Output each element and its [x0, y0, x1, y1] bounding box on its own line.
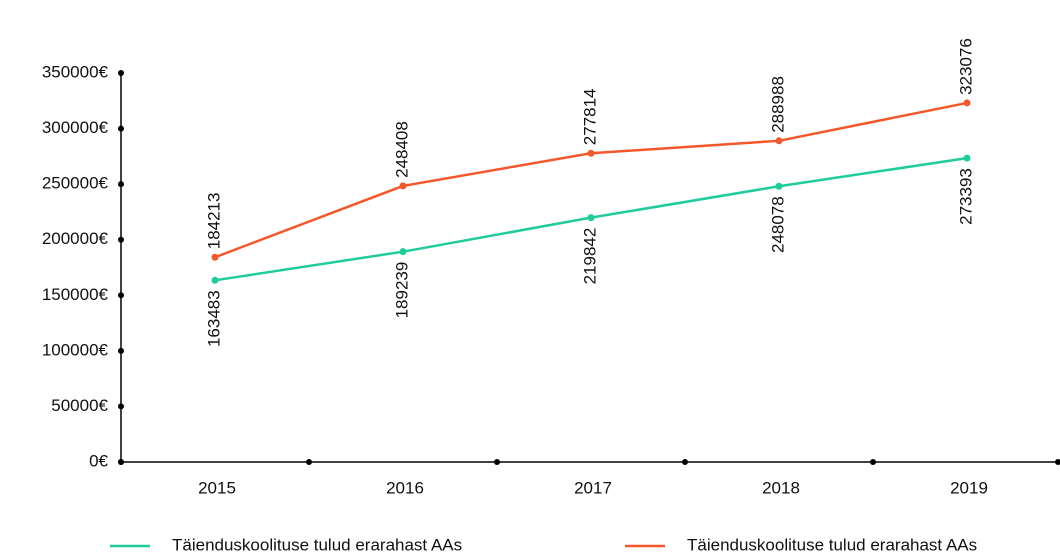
x-tick — [682, 459, 688, 465]
point — [963, 99, 971, 107]
y-tick-label: 300000€ — [42, 118, 109, 137]
y-tick-label: 50000€ — [51, 396, 108, 415]
x-tick — [870, 459, 876, 465]
point — [399, 248, 407, 256]
data-label: 273393 — [956, 168, 975, 225]
x-tick — [118, 459, 124, 465]
data-label: 248078 — [768, 196, 787, 253]
data-label: 288988 — [768, 76, 787, 133]
point — [775, 182, 783, 190]
point — [211, 276, 219, 284]
legend-label: Täienduskoolituse tulud erarahast AAs — [687, 535, 977, 553]
legend-label: Täienduskoolituse tulud erarahast AAs — [172, 535, 462, 553]
y-tick-label: 0€ — [89, 451, 108, 470]
y-tick-label: 350000€ — [42, 62, 109, 81]
x-tick-label: 2016 — [386, 478, 424, 497]
x-tick-label: 2019 — [950, 478, 988, 497]
point — [775, 137, 783, 145]
point — [587, 214, 595, 222]
y-tick — [118, 347, 124, 354]
data-label: 184213 — [204, 193, 223, 250]
y-tick — [118, 236, 124, 243]
data-label: 219842 — [580, 228, 599, 285]
y-tick-label: 200000€ — [42, 229, 109, 248]
y-tick-label: 100000€ — [42, 340, 109, 359]
x-tick-label: 2018 — [762, 478, 800, 497]
y-tick — [118, 403, 124, 410]
data-label: 163483 — [204, 290, 223, 347]
x-tick-label: 2017 — [574, 478, 612, 497]
x-tick — [494, 459, 500, 465]
data-label: 277814 — [580, 88, 599, 145]
data-label: 323076 — [956, 38, 975, 95]
y-tick — [118, 70, 124, 76]
x-tick — [306, 459, 312, 465]
point — [211, 253, 219, 261]
x-tick — [1055, 459, 1060, 465]
y-tick — [118, 181, 124, 188]
point — [963, 154, 971, 162]
data-label: 248408 — [392, 121, 411, 178]
y-tick-label: 250000€ — [42, 174, 109, 193]
data-label: 189239 — [392, 262, 411, 319]
y-tick — [118, 125, 124, 132]
x-tick-label: 2015 — [198, 478, 236, 497]
point — [399, 182, 407, 190]
point — [587, 149, 595, 157]
y-tick-label: 150000€ — [42, 285, 109, 304]
y-tick — [118, 292, 124, 299]
